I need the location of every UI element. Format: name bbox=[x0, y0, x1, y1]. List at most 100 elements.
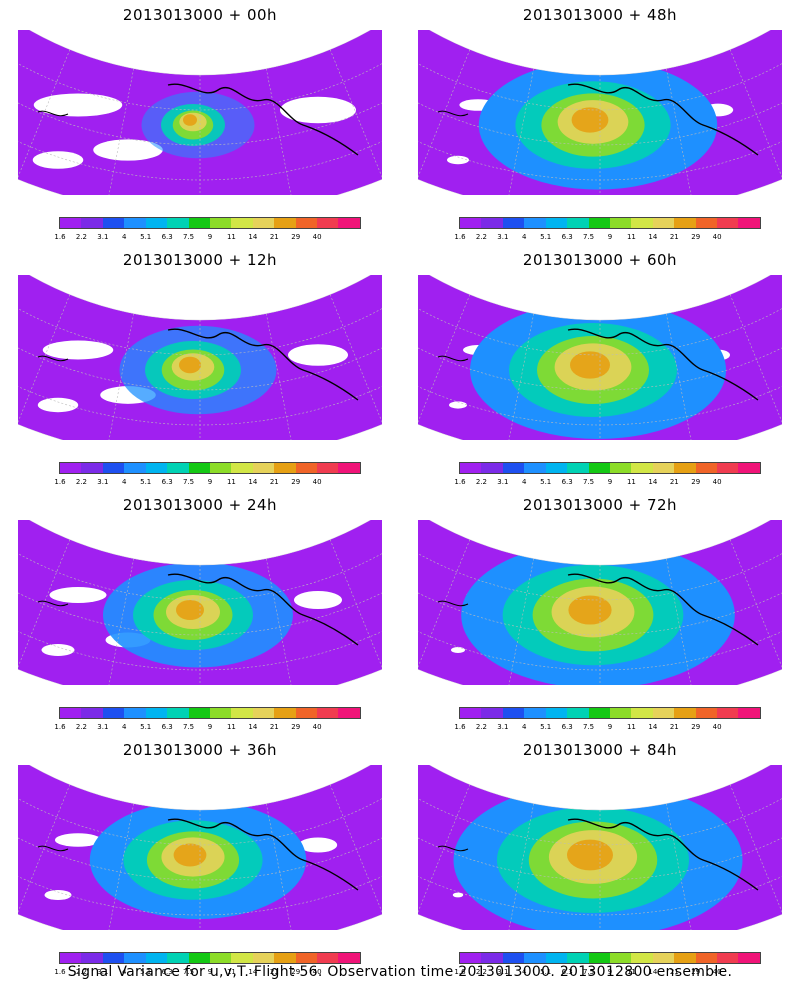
ensemble-map bbox=[18, 275, 382, 440]
colorbar-tick-label: 29 bbox=[291, 233, 301, 241]
coastline bbox=[567, 573, 759, 646]
colorbar-swatch bbox=[652, 953, 675, 963]
colorbar-tick-label: 3.1 bbox=[97, 478, 109, 486]
colorbar-tick-label: 7.5 bbox=[182, 968, 195, 976]
colorbar-tick-label: 3.1 bbox=[97, 968, 109, 976]
signal-contour-4 bbox=[173, 843, 207, 867]
colorbar-tick-label: 14 bbox=[648, 478, 658, 486]
colorbar-swatch bbox=[502, 463, 525, 473]
colorbar-swatch bbox=[588, 708, 610, 718]
colorbar-tick-label: 1.6 bbox=[454, 723, 466, 731]
colorbar-tick-label: 3.1 bbox=[497, 478, 509, 486]
colorbar-swatch bbox=[209, 218, 232, 228]
forecast-panel: 2013013000 + 36h 1.6 2.2 3.1 4 5.1 6.3 7.5 9 11 1… bbox=[0, 735, 400, 980]
low-variance-area bbox=[42, 340, 114, 360]
colorbar-swatch bbox=[231, 218, 253, 228]
colorbar-swatch bbox=[545, 953, 568, 963]
colorbar-tick-label: 6.3 bbox=[561, 968, 573, 976]
colorbar-swatch bbox=[338, 953, 360, 963]
colorbar-tick-label: 40 bbox=[712, 723, 722, 731]
colorbar bbox=[459, 217, 761, 229]
signal-contour-4 bbox=[571, 107, 609, 133]
colorbar-tick-label: 6.3 bbox=[161, 723, 173, 731]
colorbar-swatch bbox=[188, 953, 210, 963]
colorbar-tick-label: 9 bbox=[207, 233, 213, 241]
colorbar-swatch bbox=[481, 463, 503, 473]
colorbar-tick-label: 40 bbox=[312, 478, 322, 486]
colorbar-swatch bbox=[295, 953, 318, 963]
colorbar-swatch bbox=[524, 953, 546, 963]
colorbar-labels: 1.6 2.2 3.1 4 5.1 6.3 7.5 9 11 14 21 29 40 bbox=[454, 723, 760, 733]
coastline bbox=[167, 328, 359, 401]
colorbar-tick-label: 5.1 bbox=[140, 478, 152, 486]
colorbar-tick-label: 3.1 bbox=[497, 233, 509, 241]
colorbar-swatch bbox=[545, 708, 568, 718]
signal-contour-4 bbox=[567, 839, 613, 871]
colorbar-swatch bbox=[295, 463, 318, 473]
colorbar-swatch bbox=[588, 463, 610, 473]
colorbar-swatch bbox=[81, 953, 103, 963]
colorbar-tick-label: 2.2 bbox=[75, 233, 87, 241]
colorbar-tick-label: 4 bbox=[122, 478, 127, 486]
panel-title: 2013013000 + 24h bbox=[122, 496, 278, 514]
colorbar-swatch bbox=[567, 218, 589, 228]
colorbar-tick-label: 21 bbox=[669, 968, 679, 976]
colorbar-labels: 1.6 2.2 3.1 4 5.1 6.3 7.5 9 11 14 21 29 40 bbox=[54, 233, 360, 243]
colorbar-labels: 1.6 2.2 3.1 4 5.1 6.3 7.5 9 11 14 21 29 40 bbox=[454, 233, 760, 243]
colorbar-swatch bbox=[460, 953, 482, 963]
colorbar-labels: 1.6 2.2 3.1 4 5.1 6.3 7.5 9 11 14 21 29 40 bbox=[454, 968, 760, 978]
colorbar-tick-label: 7.5 bbox=[582, 233, 595, 241]
colorbar-tick-label: 40 bbox=[312, 233, 322, 241]
colorbar-tick-label: 4 bbox=[522, 233, 527, 241]
colorbar-swatch bbox=[124, 953, 146, 963]
colorbar-tick-label: 6.3 bbox=[161, 478, 173, 486]
colorbar-swatch bbox=[81, 708, 103, 718]
low-variance-area bbox=[288, 344, 348, 366]
ensemble-map bbox=[418, 765, 782, 930]
colorbar-tick-label: 40 bbox=[312, 723, 322, 731]
colorbar-swatch bbox=[145, 218, 168, 228]
colorbar-swatch bbox=[167, 953, 189, 963]
colorbar-tick-label: 3.1 bbox=[497, 968, 509, 976]
colorbar-tick-label: 14 bbox=[648, 723, 658, 731]
coastline bbox=[567, 328, 759, 401]
colorbar-tick-label: 2.2 bbox=[75, 968, 87, 976]
colorbar-swatch bbox=[188, 463, 210, 473]
colorbar-swatch bbox=[209, 708, 232, 718]
panel-title: 2013013000 + 36h bbox=[122, 741, 278, 759]
signal-contour-4 bbox=[179, 356, 201, 374]
ensemble-map bbox=[18, 765, 382, 930]
colorbar-tick-label: 6.3 bbox=[561, 233, 573, 241]
colorbar-swatch bbox=[652, 218, 675, 228]
colorbar-swatch bbox=[252, 953, 275, 963]
colorbar-tick-label: 3.1 bbox=[97, 233, 109, 241]
colorbar-swatch bbox=[631, 463, 653, 473]
colorbar-tick-label: 7.5 bbox=[582, 723, 595, 731]
colorbar-swatch bbox=[317, 953, 339, 963]
colorbar-swatch bbox=[695, 463, 718, 473]
colorbar-tick-label: 29 bbox=[691, 478, 701, 486]
panel-title: 2013013000 + 12h bbox=[122, 251, 278, 269]
panel-title: 2013013000 + 48h bbox=[522, 6, 678, 24]
colorbar-swatch bbox=[631, 218, 653, 228]
colorbar-tick-label: 11 bbox=[226, 478, 236, 486]
colorbar-tick-label: 29 bbox=[691, 233, 701, 241]
colorbar-tick-label: 40 bbox=[712, 478, 722, 486]
colorbar-swatch bbox=[588, 218, 610, 228]
colorbar-swatch bbox=[674, 708, 696, 718]
colorbar-tick-label: 11 bbox=[626, 968, 636, 976]
colorbar-tick-label: 9 bbox=[607, 723, 613, 731]
coastline bbox=[167, 573, 359, 646]
colorbar-swatch bbox=[652, 708, 675, 718]
colorbar-tick-label: 9 bbox=[607, 968, 613, 976]
colorbar-swatch bbox=[295, 708, 318, 718]
colorbar-tick-label: 4 bbox=[522, 968, 527, 976]
colorbar-tick-label: 21 bbox=[269, 723, 279, 731]
colorbar-tick-label: 29 bbox=[291, 723, 301, 731]
colorbar-swatch bbox=[524, 218, 546, 228]
colorbar-swatch bbox=[124, 218, 146, 228]
colorbar-tick-label: 1.6 bbox=[454, 968, 466, 976]
colorbar-swatch bbox=[567, 953, 589, 963]
colorbar-tick-label: 14 bbox=[648, 233, 658, 241]
colorbar-swatch bbox=[274, 218, 296, 228]
